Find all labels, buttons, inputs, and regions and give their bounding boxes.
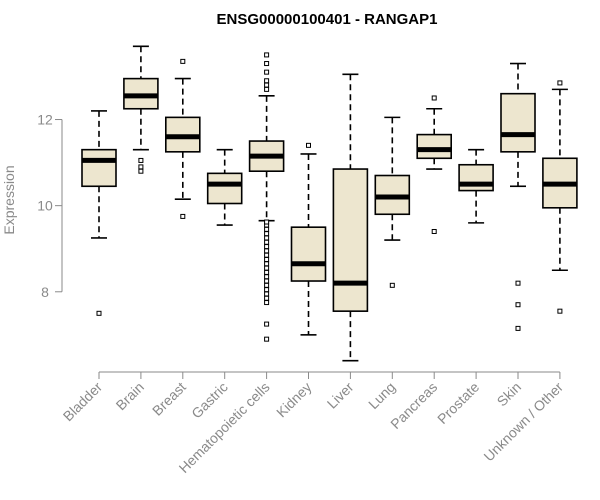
outlier-point — [264, 219, 270, 225]
outlier-point — [264, 274, 270, 280]
outlier-point — [180, 58, 186, 64]
outlier-point — [264, 231, 270, 237]
outlier-point — [264, 244, 270, 250]
outlier-point — [431, 95, 437, 101]
outlier-point — [264, 295, 270, 301]
outlier-point — [264, 282, 270, 288]
outlier-point — [264, 52, 270, 58]
outlier-point — [557, 308, 563, 314]
outlier-point — [264, 226, 270, 232]
outlier-point — [264, 252, 270, 258]
outlier-point — [264, 261, 270, 267]
outlier-point — [264, 336, 270, 342]
outlier-point — [264, 86, 270, 92]
outlier-point — [515, 280, 521, 286]
chart-title: ENSG00000100401 - RANGAP1 — [217, 11, 438, 28]
outlier-point — [264, 248, 270, 254]
box-prostate — [458, 148, 494, 224]
box-hematopoietic-cells — [248, 52, 285, 342]
x-tick-label: Lung — [365, 379, 398, 412]
box-lung — [374, 116, 411, 288]
iqr-box — [458, 163, 494, 192]
x-tick-label: Prostate — [434, 379, 482, 427]
outlier-point — [264, 61, 270, 67]
x-tick-label: Kidney — [273, 379, 315, 421]
boxes — [81, 45, 578, 362]
outlier-point — [264, 287, 270, 293]
outlier-point — [389, 282, 395, 288]
outlier-point — [306, 142, 311, 148]
iqr-box — [290, 226, 327, 282]
y-axis: 8 10 12 — [37, 112, 63, 300]
iqr-box — [332, 168, 369, 312]
outlier-point — [264, 300, 270, 306]
box-skin — [500, 62, 536, 331]
box-pancreas — [416, 95, 453, 234]
y-tick-label: 10 — [37, 198, 53, 214]
outlier-point — [264, 291, 270, 297]
outlier-point — [264, 321, 270, 327]
x-tick-label: Brain — [113, 379, 147, 413]
iqr-box — [206, 172, 243, 205]
box-unknown-other — [542, 80, 578, 314]
outlier-point — [138, 157, 144, 163]
outlier-point — [515, 325, 521, 331]
box-gastric — [206, 148, 243, 226]
iqr-box — [81, 148, 117, 188]
outlier-point — [264, 82, 270, 88]
outlier-point — [180, 213, 186, 219]
outlier-point — [264, 235, 270, 241]
box-liver — [332, 73, 369, 362]
iqr-box — [416, 133, 453, 160]
outlier-point — [264, 78, 270, 84]
y-axis-label: Expression — [1, 165, 17, 234]
outlier-point — [264, 265, 270, 271]
outlier-point — [264, 69, 270, 75]
x-tick-label: Breast — [149, 379, 189, 419]
outlier-point — [264, 269, 270, 275]
outlier-point — [264, 239, 270, 245]
box-brain — [123, 45, 159, 174]
outlier-point — [138, 164, 144, 170]
box-bladder — [81, 110, 117, 316]
iqr-box — [500, 92, 536, 153]
box-kidney — [290, 142, 327, 336]
outlier-point — [138, 168, 144, 174]
y-tick-label: 12 — [37, 112, 53, 128]
outlier-point — [96, 310, 102, 316]
x-tick-label: Unknown / Other — [480, 379, 566, 465]
outlier-point — [431, 228, 437, 234]
box-breast — [165, 58, 201, 219]
outlier-point — [264, 278, 270, 284]
outlier-point — [515, 302, 521, 308]
x-tick-label: Bladder — [60, 379, 106, 425]
x-tick-label: Skin — [494, 379, 525, 410]
x-tick-label: Liver — [324, 379, 357, 412]
x-tick-label: Pancreas — [387, 379, 440, 432]
y-tick-label: 8 — [41, 284, 49, 300]
outlier-point — [264, 256, 270, 262]
outlier-point — [557, 80, 563, 86]
